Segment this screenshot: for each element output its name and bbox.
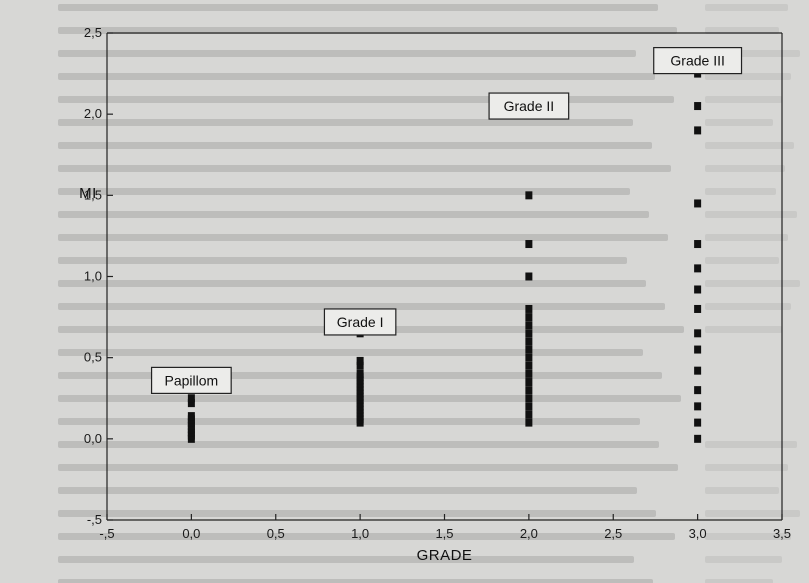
group-label: Grade III xyxy=(670,53,724,69)
group-label: Grade I xyxy=(337,314,384,330)
y-axis-title: MI xyxy=(79,185,97,202)
data-marks xyxy=(188,61,701,442)
data-point xyxy=(525,346,532,354)
data-point xyxy=(525,394,532,402)
x-tick-label: 3,0 xyxy=(689,526,707,541)
data-point xyxy=(694,199,701,207)
data-point xyxy=(525,386,532,394)
x-axis-ticks: -,5 0,0 0,5 1,0 1,5 2,0 2,5 3,0 3,5 xyxy=(99,514,791,541)
x-tick-label: 1,0 xyxy=(351,526,369,541)
x-tick-label: 0,0 xyxy=(182,526,200,541)
data-point xyxy=(525,329,532,337)
x-axis-title: GRADE xyxy=(417,547,473,564)
data-point xyxy=(694,419,701,427)
y-axis-ticks: 2,5 2,0 1,5 1,0 0,5 0,0 -,5 xyxy=(84,25,113,527)
data-point xyxy=(525,337,532,345)
data-point xyxy=(694,126,701,134)
x-tick-label: 2,5 xyxy=(604,526,622,541)
data-point xyxy=(188,412,195,420)
data-point xyxy=(525,419,532,427)
data-point xyxy=(525,410,532,418)
data-point xyxy=(694,435,701,443)
x-tick-label: -,5 xyxy=(99,526,114,541)
group-label: Grade II xyxy=(504,98,555,114)
data-point xyxy=(525,370,532,378)
x-tick-label: 3,5 xyxy=(773,526,791,541)
data-point xyxy=(694,386,701,394)
data-point xyxy=(694,346,701,354)
data-point xyxy=(525,378,532,386)
y-tick-label: 0,0 xyxy=(84,431,102,446)
data-point xyxy=(357,370,364,378)
x-tick-label: 1,5 xyxy=(435,526,453,541)
data-point xyxy=(525,321,532,329)
plot-area: -,5 0,0 0,5 1,0 1,5 2,0 2,5 3,0 3,5 2,5 2,0 1,5 1,0… xyxy=(79,25,791,564)
group-label: Papillom xyxy=(165,372,219,388)
data-point xyxy=(694,329,701,337)
data-point xyxy=(694,102,701,110)
data-point xyxy=(694,264,701,272)
group-label-boxes: Papillom Grade I Grade II Grade III xyxy=(152,48,742,394)
y-tick-label: 2,0 xyxy=(84,106,102,121)
data-point xyxy=(188,394,195,402)
data-point xyxy=(525,273,532,281)
x-tick-label: 2,0 xyxy=(520,526,538,541)
data-point xyxy=(694,285,701,293)
data-point xyxy=(357,357,364,365)
data-point xyxy=(694,367,701,375)
data-point xyxy=(525,362,532,370)
y-tick-label: 1,0 xyxy=(84,269,102,284)
data-point xyxy=(525,313,532,321)
data-point xyxy=(525,305,532,313)
y-tick-label: -,5 xyxy=(87,512,102,527)
data-point xyxy=(525,402,532,410)
data-point xyxy=(525,191,532,199)
data-point xyxy=(694,402,701,410)
y-tick-label: 0,5 xyxy=(84,350,102,365)
data-point xyxy=(525,354,532,362)
y-tick-label: 2,5 xyxy=(84,25,102,40)
data-point xyxy=(694,305,701,313)
data-point xyxy=(525,240,532,248)
x-tick-label: 0,5 xyxy=(267,526,285,541)
data-point xyxy=(694,240,701,248)
